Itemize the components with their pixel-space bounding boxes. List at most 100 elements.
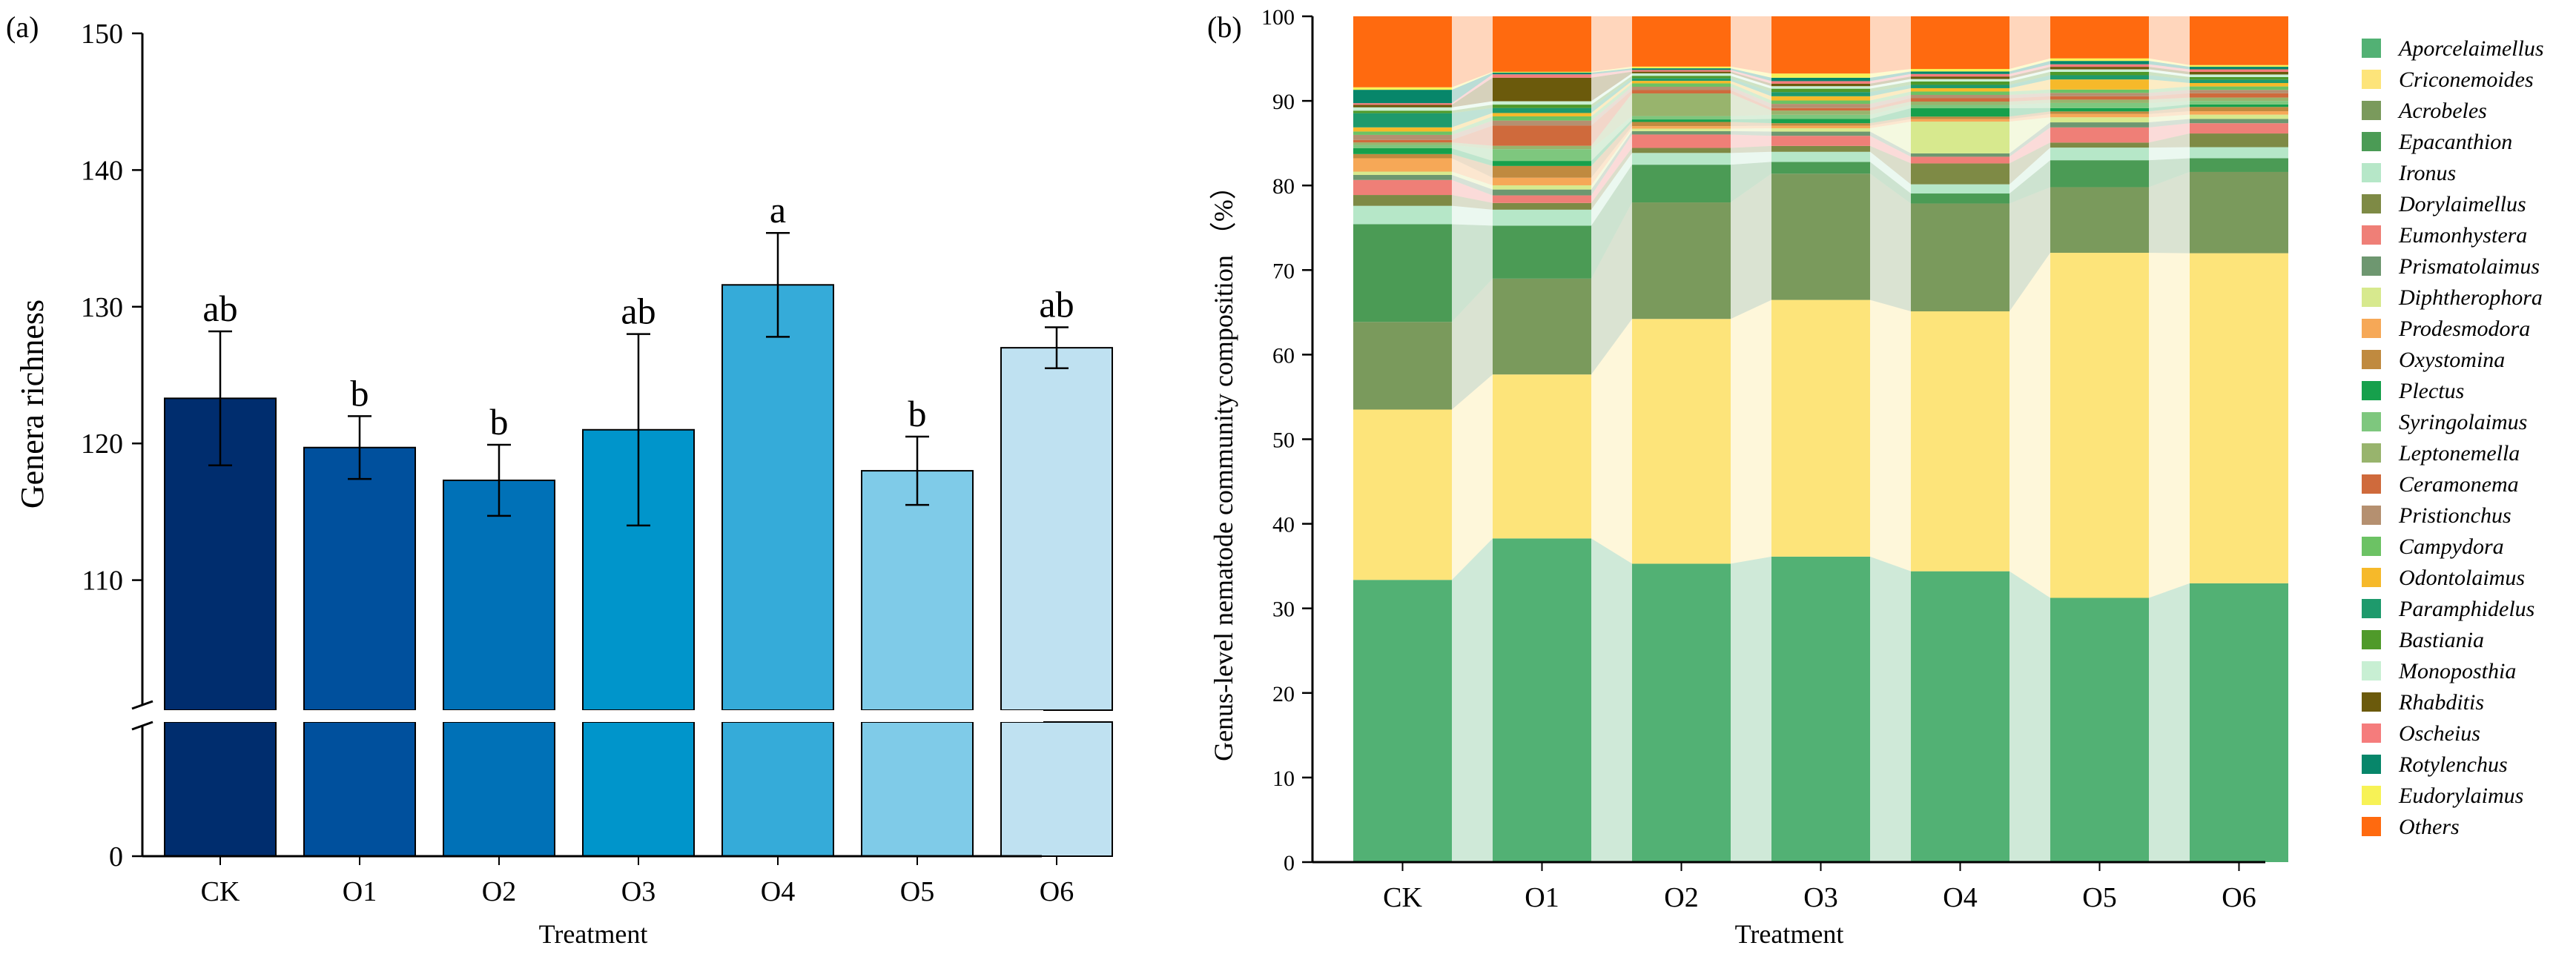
- legend-swatch-Leptonemella: [2362, 443, 2381, 463]
- segment-Eumonhystera-O4: [1911, 156, 2009, 164]
- segment-Prodesmodora-O3: [1771, 125, 1870, 128]
- segment-Prodesmodora-O5: [2050, 113, 2149, 118]
- segment-Syringolaimus-O6: [2190, 101, 2288, 105]
- connector-band-Aporcelaimellus-O1: [1591, 538, 1632, 862]
- connector-band-Odontolaimus-O1: [1591, 81, 1632, 116]
- segment-Epacanthion-O1: [1493, 225, 1591, 279]
- connector-band-Ironus-O1: [1591, 153, 1632, 226]
- connector-band-Plectus-O4: [2009, 107, 2050, 117]
- connector-band-Criconemoides-CK: [1452, 374, 1493, 580]
- connector-band-Criconemoides-O4: [2009, 253, 2050, 598]
- legend-label-Eudorylaimus: Eudorylaimus: [2398, 784, 2523, 808]
- segment-Ironus-CK: [1353, 205, 1452, 225]
- segment-Prismatolaimus-O1: [1493, 189, 1591, 196]
- legend-swatch-Syringolaimus: [2362, 412, 2381, 431]
- segment-Oscheius-O4: [1911, 73, 2009, 77]
- connector-band-Acrobeles-O2: [1731, 173, 1771, 319]
- bar-lower-O6: [1000, 721, 1113, 857]
- significance-label-O5: b: [908, 393, 927, 434]
- connector-band-Prodesmodora-O1: [1591, 126, 1632, 185]
- significance-label-O3: ab: [621, 291, 655, 332]
- connector-band-Campydora-CK: [1452, 116, 1493, 135]
- axis-break-mark-top: [131, 700, 153, 710]
- connector-band-Oxystomina-O5: [2149, 107, 2190, 114]
- connector-band-Pristionchus-CK: [1452, 120, 1493, 140]
- connector-band-Bastiania-CK: [1452, 105, 1493, 113]
- legend-swatch-Aporcelaimellus: [2362, 39, 2381, 58]
- segment-Others-O4: [1911, 16, 2009, 70]
- segment-Prodesmodora-O4: [1911, 119, 2009, 122]
- legend-swatch-Odontolaimus: [2362, 568, 2381, 587]
- segment-Plectus-O6: [2190, 104, 2288, 107]
- legend-swatch-Plectus: [2362, 381, 2381, 400]
- connector-band-Odontolaimus-CK: [1452, 113, 1493, 132]
- connector-band-Rotylenchus-O4: [2009, 61, 2050, 74]
- connector-band-Epacanthion-O4: [2009, 160, 2050, 204]
- connector-band-Dorylaimellus-O5: [2149, 133, 2190, 148]
- legend-swatch-Prismatolaimus: [2362, 256, 2381, 276]
- connector-band-Ceramonema-O4: [2009, 96, 2050, 102]
- legend-label-Prismatolaimus: Prismatolaimus: [2398, 254, 2540, 279]
- connector-band-Others-O1: [1591, 16, 1632, 72]
- segment-Rotylenchus-O3: [1771, 77, 1870, 82]
- connector-band-Ceramonema-O3: [1870, 98, 1911, 111]
- segment-Ceramonema-O5: [2050, 96, 2149, 100]
- segment-Ironus-O3: [1771, 151, 1870, 162]
- segment-Rhabditis-O5: [2050, 67, 2149, 70]
- segment-Pristionchus-O4: [1911, 94, 2009, 99]
- connector-band-Paramphidelus-CK: [1452, 107, 1493, 128]
- segment-Odontolaimus-O6: [2190, 82, 2288, 87]
- connector-band-Others-O5: [2149, 16, 2190, 65]
- connector-band-Rhabditis-O3: [1870, 76, 1911, 87]
- segment-Monoposthia-O1: [1493, 101, 1591, 105]
- segment-Criconemoides-O4: [1911, 311, 2009, 572]
- segment-Leptonemella-CK: [1353, 142, 1452, 145]
- segment-Oscheius-O1: [1493, 74, 1591, 78]
- segment-Plectus-O3: [1771, 119, 1870, 124]
- connector-band-Oscheius-O3: [1870, 73, 1911, 84]
- legend-swatch-Diphtherophora: [2362, 288, 2381, 307]
- segment-Pristionchus-O1: [1493, 120, 1591, 126]
- connector-band-Syringolaimus-O1: [1591, 116, 1632, 162]
- segment-Others-O3: [1771, 16, 1870, 74]
- connector-band-Syringolaimus-O2: [1731, 114, 1771, 120]
- segment-Rhabditis-CK: [1353, 105, 1452, 107]
- segment-Dorylaimellus-O1: [1493, 202, 1591, 210]
- connector-band-Monoposthia-O1: [1591, 73, 1632, 105]
- segment-Ceramonema-O3: [1771, 107, 1870, 111]
- segment-Plectus-O2: [1632, 119, 1731, 122]
- segment-Leptonemella-O2: [1632, 93, 1731, 116]
- connector-band-Ceramonema-CK: [1452, 125, 1493, 146]
- segment-Acrobeles-O2: [1632, 202, 1731, 319]
- segment-Diphtherophora-CK: [1353, 171, 1452, 176]
- connector-band-Dorylaimellus-O4: [2009, 142, 2050, 185]
- connector-band-Pristionchus-O3: [1870, 94, 1911, 108]
- connector-band-Paramphidelus-O5: [2149, 75, 2190, 83]
- legend-label-Oscheius: Oscheius: [2399, 721, 2480, 746]
- panel-b-axes: 0 10 20 30 40 50 60 70 80 90 100 CK O1 O2 O3 O4 O5 O6: [1261, 5, 2265, 913]
- connector-band-Ceramonema-O1: [1591, 90, 1632, 146]
- x-tick-label-O3: O3: [1803, 882, 1837, 913]
- segment-Oxystomina-O1: [1493, 165, 1591, 178]
- panel-b-connector-bands: [1452, 16, 2190, 862]
- segment-Diphtherophora-O5: [2050, 117, 2149, 123]
- axis-break-mark-bottom: [131, 721, 153, 731]
- connector-band-Bastiania-O3: [1870, 81, 1911, 93]
- legend-label-Odontolaimus: Odontolaimus: [2399, 566, 2525, 590]
- connector-band-Odontolaimus-O2: [1731, 81, 1771, 101]
- legend-label-Pristionchus: Pristionchus: [2398, 503, 2511, 528]
- connector-band-Syringolaimus-O3: [1870, 105, 1911, 119]
- connector-band-Criconemoides-O3: [1870, 299, 1911, 572]
- segment-Bastiania-O2: [1632, 76, 1731, 79]
- connector-band-Oxystomina-O1: [1591, 122, 1632, 178]
- x-tick-label-O6: O6: [1040, 876, 1074, 907]
- connector-band-Rhabditis-O2: [1731, 71, 1771, 87]
- legend-swatch-Oxystomina: [2362, 350, 2381, 369]
- x-tick-label-CK: CK: [1383, 882, 1422, 913]
- segment-Leptonemella-O3: [1771, 110, 1870, 115]
- segment-Dorylaimellus-O4: [1911, 163, 2009, 185]
- panel-b-label: (b): [1207, 10, 1242, 44]
- legend-swatch-Rotylenchus: [2362, 755, 2381, 774]
- legend-label-Rotylenchus: Rotylenchus: [2398, 752, 2508, 777]
